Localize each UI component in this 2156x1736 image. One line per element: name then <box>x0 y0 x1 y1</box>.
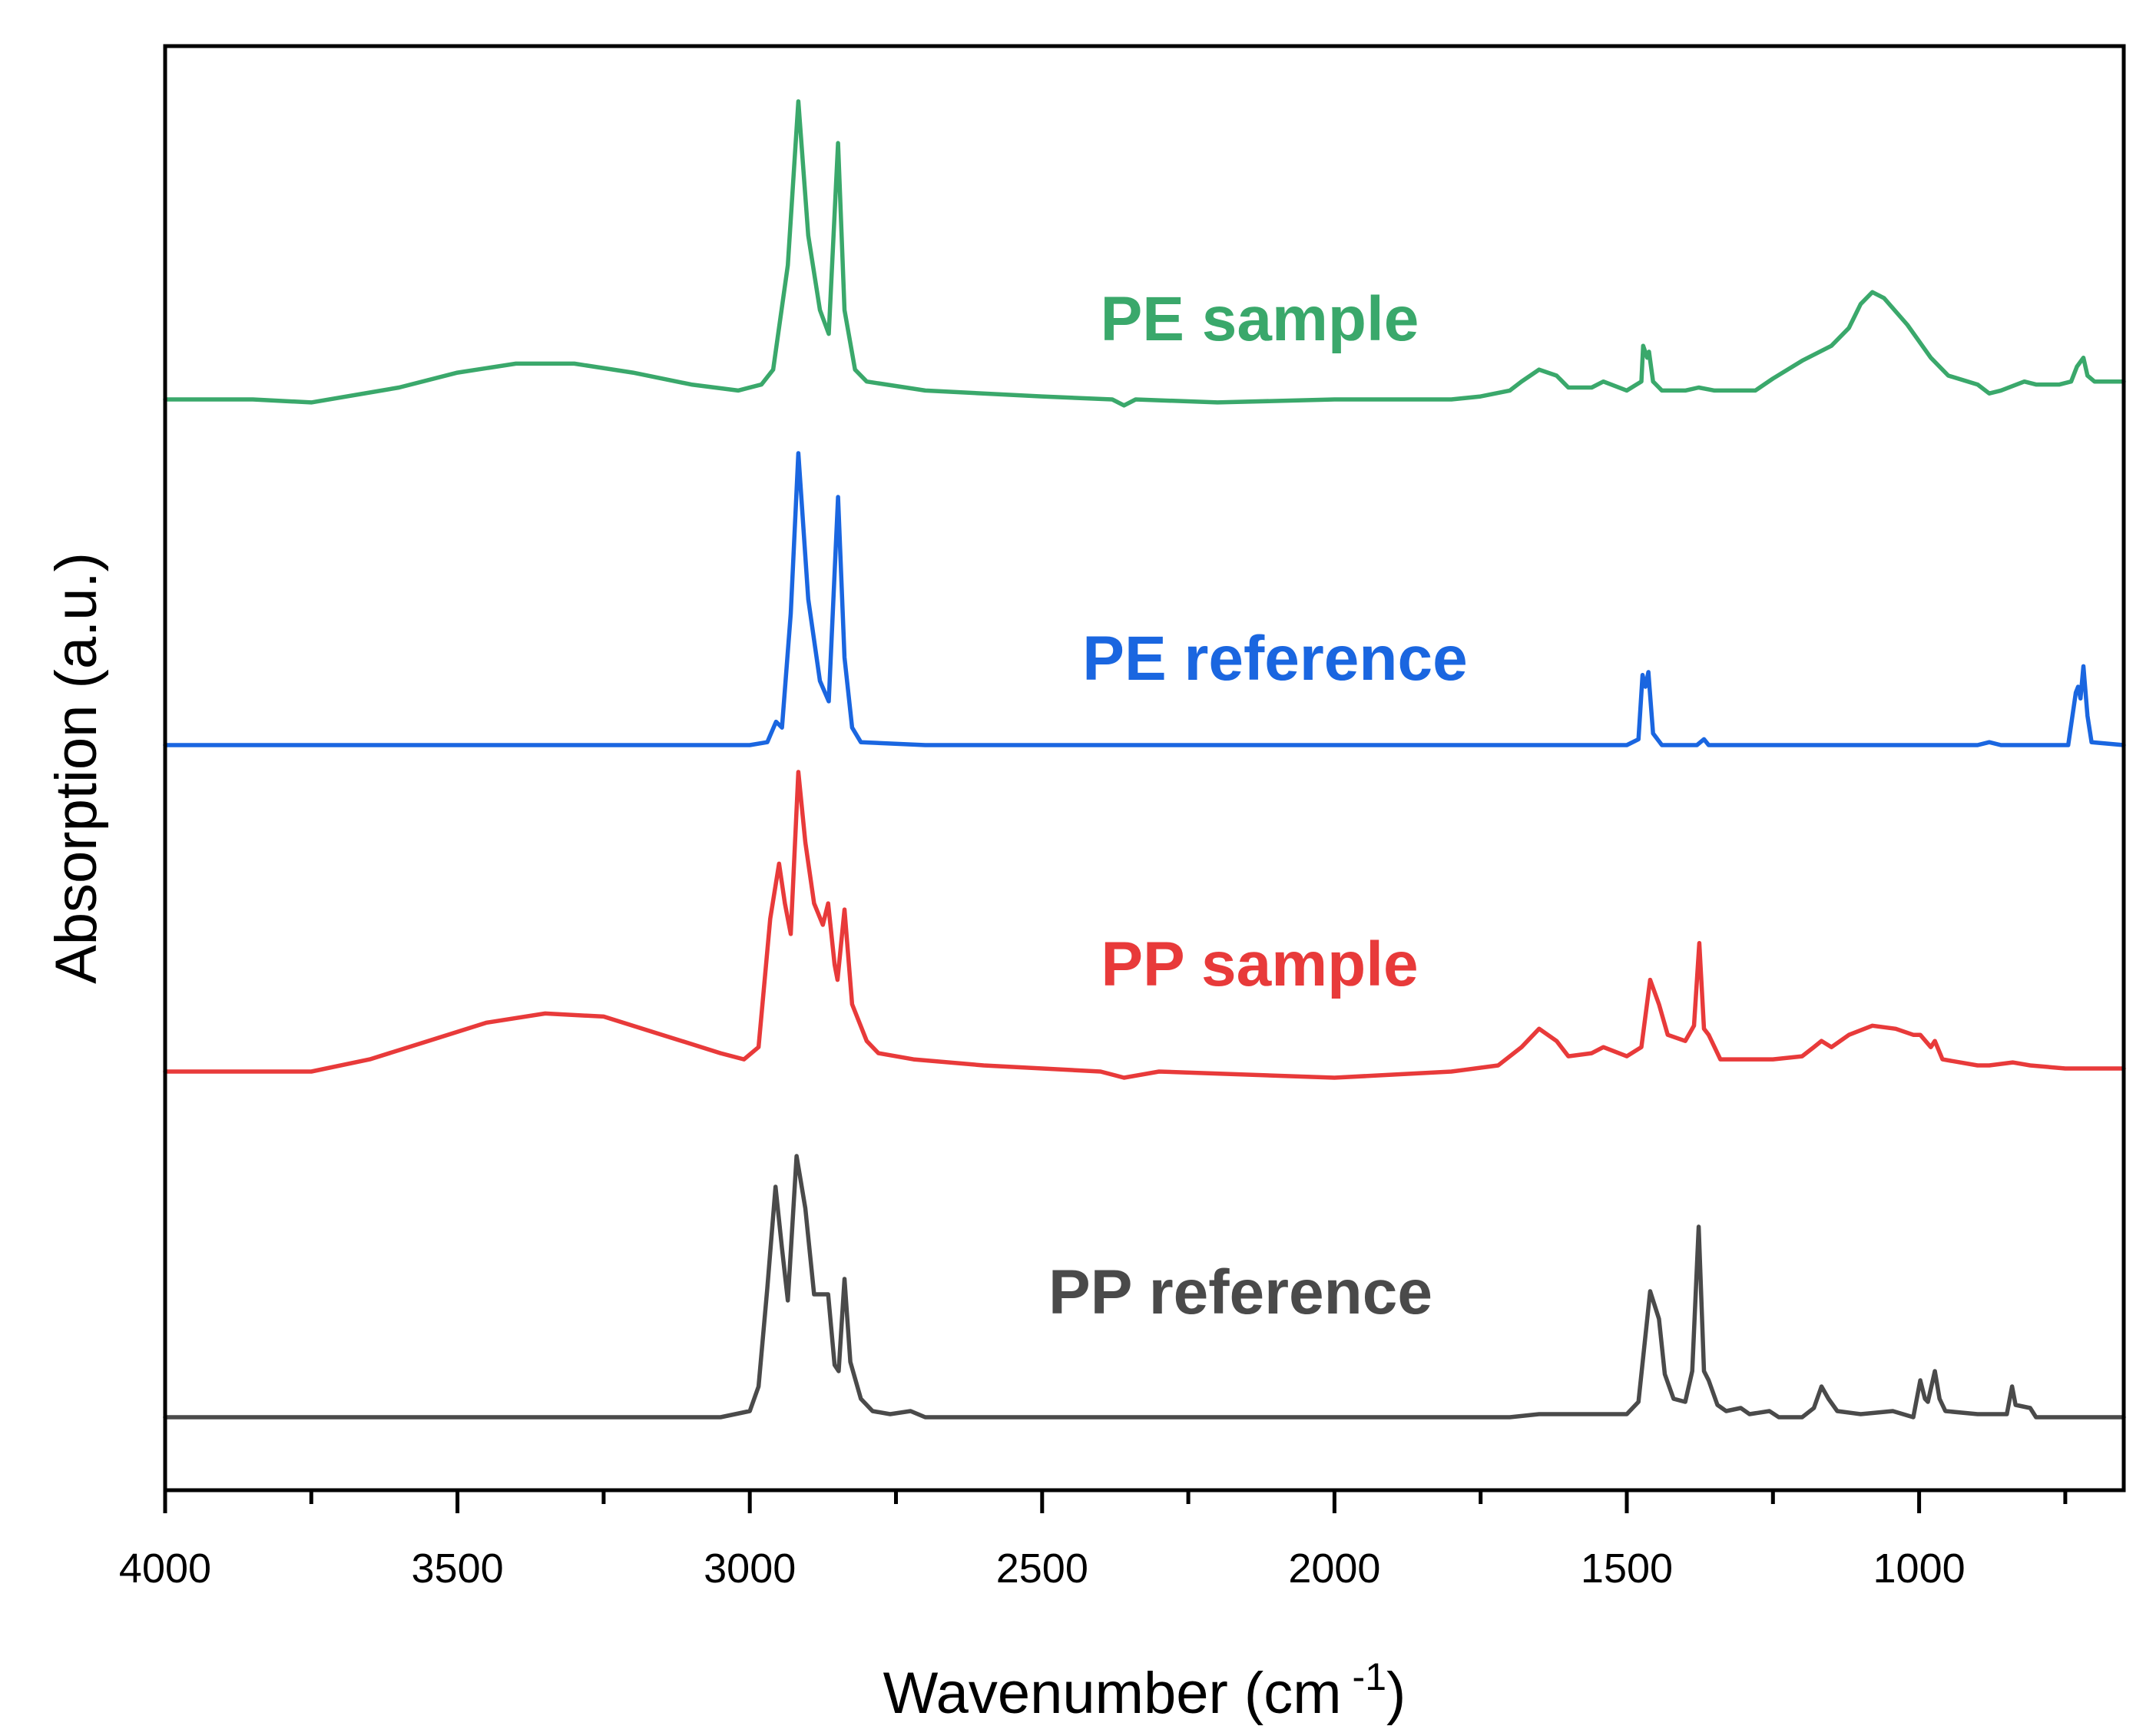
x-tick-label: 3000 <box>704 1546 796 1592</box>
x-tick-label: 2500 <box>996 1546 1088 1592</box>
x-axis-title-superscript: -1 <box>1353 1655 1386 1698</box>
series-label-pp-reference: PP reference <box>1048 1257 1432 1327</box>
series-label-pe-sample: PE sample <box>1101 284 1419 354</box>
series-group <box>163 99 2126 1420</box>
series-line-pe-reference <box>163 451 2126 747</box>
x-axis-tick-labels: 4000 3500 3000 2500 2000 1500 1000 <box>119 1546 1966 1592</box>
x-tick-label: 4000 <box>119 1546 211 1592</box>
series-labels: PE sample PE reference PP sample PP referen… <box>1048 284 1468 1327</box>
x-axis-title-close: ) <box>1386 1661 1406 1726</box>
x-axis-ticks <box>163 1490 2068 1513</box>
x-tick-label: 1000 <box>1873 1546 1966 1592</box>
y-axis-title: Absorption (a.u.) <box>44 552 109 984</box>
series-line-pp-reference <box>163 1154 2126 1420</box>
x-axis-title: Wavenumber (cm -1) <box>883 1655 1406 1726</box>
x-tick-label: 1500 <box>1581 1546 1673 1592</box>
x-tick-label: 3500 <box>412 1546 504 1592</box>
plot-frame <box>163 44 2126 1492</box>
x-axis-title-main: Wavenumber (cm <box>883 1661 1342 1726</box>
series-line-pe-sample <box>163 99 2126 408</box>
series-line-pp-sample <box>163 770 2126 1080</box>
series-label-pe-reference: PE reference <box>1082 624 1467 694</box>
x-tick-label: 2000 <box>1288 1546 1380 1592</box>
series-label-pp-sample: PP sample <box>1101 929 1418 999</box>
